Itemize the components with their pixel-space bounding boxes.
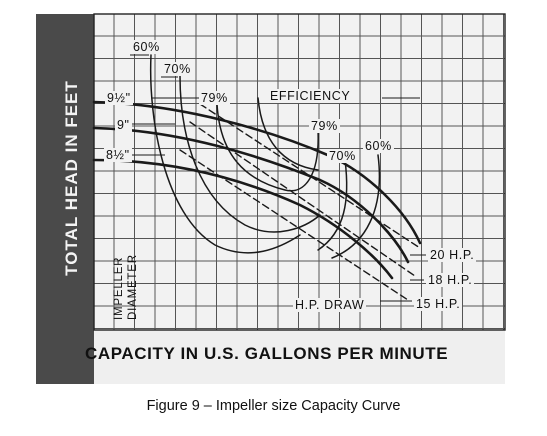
head-curve-9-5: [92, 100, 422, 245]
label-leaders: [126, 54, 426, 302]
impeller-size-label: 9": [115, 118, 132, 132]
efficiency-contour-label: 60%: [363, 139, 394, 153]
efficiency-curve-79-inner: [257, 97, 319, 171]
head-curve-8-5: [92, 158, 394, 280]
hp-draw-label: H.P. DRAW: [293, 298, 367, 312]
curves: [92, 54, 422, 301]
efficiency-contour-label: 70%: [162, 62, 193, 76]
efficiency-contour-label: 79%: [309, 119, 340, 133]
figure-caption: Figure 9 – Impeller size Capacity Curve: [146, 398, 401, 414]
efficiency-contour-label: 70%: [327, 149, 358, 163]
hp-line-18: [189, 121, 416, 277]
impeller-label-line2: DIAMETER: [127, 254, 139, 320]
hp-line-label: 20 H.P.: [428, 248, 477, 262]
plot-border: [93, 13, 506, 331]
impeller-size-label: 8½": [104, 148, 132, 162]
efficiency-curve-79: [216, 103, 319, 192]
impeller-label-line1: IMPELLER: [113, 256, 125, 320]
efficiency-curve-70: [179, 75, 321, 233]
hp-line-15: [179, 149, 409, 301]
efficiency-curve-60: [149, 54, 301, 254]
hp-line-label: 15 H.P.: [414, 297, 463, 311]
efficiency-curve-70-right: [317, 159, 348, 251]
impeller-size-label: 9½": [105, 91, 133, 105]
efficiency-curve-60-right: [331, 154, 381, 259]
y-axis-band: [36, 14, 94, 384]
efficiency-label: EFFICIENCY: [268, 89, 353, 103]
y-axis-label: TOTAL HEAD IN FEET: [62, 80, 81, 276]
hp-line-20: [199, 103, 421, 249]
x-axis-label: CAPACITY IN U.S. GALLONS PER MINUTE: [85, 344, 449, 363]
efficiency-contour-label: 60%: [131, 40, 162, 54]
hp-line-label: 18 H.P.: [426, 273, 475, 287]
head-curve-9: [92, 126, 410, 264]
efficiency-contour-label: 79%: [199, 91, 230, 105]
x-axis-strip: [94, 330, 505, 384]
